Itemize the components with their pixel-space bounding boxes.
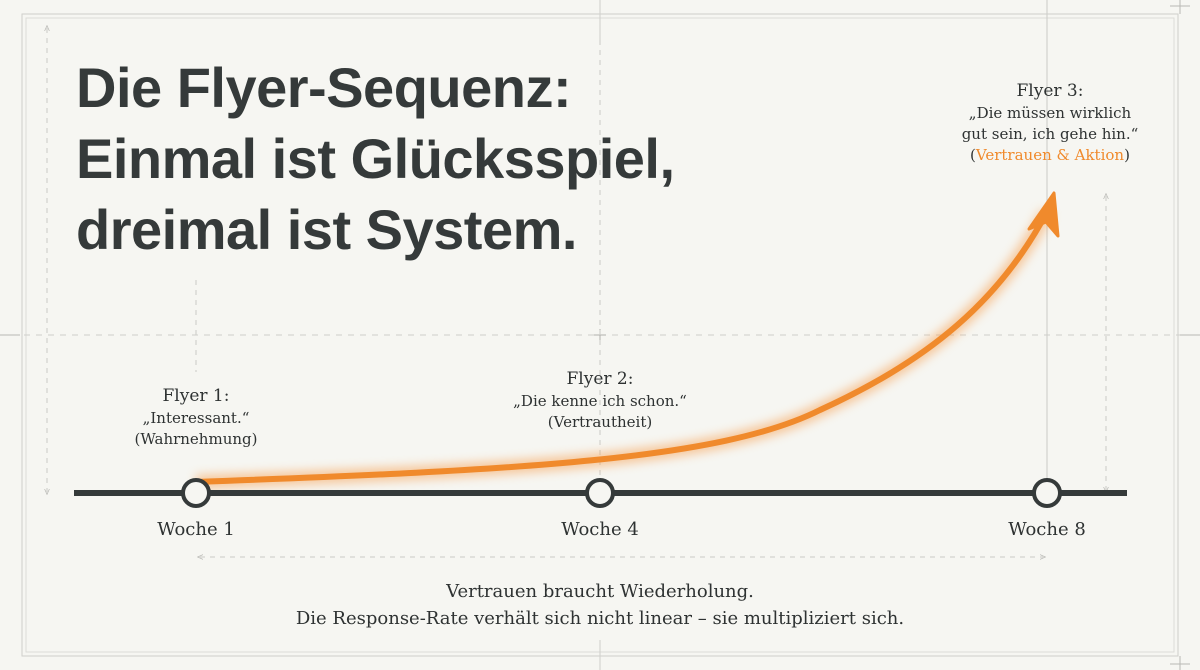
week-label-1: Woche 1 [157,519,235,540]
flyer-3-note: (Vertrauen & Aktion) [930,145,1170,166]
flyer-3-label: Flyer 3: „Die müssen wirklich gut sein, … [930,80,1170,166]
flyer-1-quote: „Interessant.“ [142,409,250,427]
flyer-3-quote-line-1: „Die müssen wirklich [968,104,1132,122]
growth-arrow-line [193,209,1050,485]
week-label-4: Woche 4 [561,519,639,540]
milestone-marker-week1 [181,478,211,508]
flyer-3-heading: Flyer 3: [1016,81,1084,101]
vertical-guides [47,0,1106,557]
flyer-2-label: Flyer 2: „Die kenne ich schon.“ (Vertrau… [470,368,730,433]
milestone-marker-week8 [1032,478,1062,508]
timeline [74,478,1127,508]
flyer-2-quote: „Die kenne ich schon.“ [513,392,687,410]
caption: Vertrauen braucht Wiederholung. Die Resp… [0,578,1200,632]
page-title: Die Flyer-Sequenz: Einmal ist Glücksspie… [76,52,956,265]
milestone-marker-week4 [585,478,615,508]
flyer-1-note: (Wahrnehmung) [134,430,258,448]
growth-arrow [193,191,1060,489]
flyer-1-heading: Flyer 1: [162,386,230,406]
flyer-2-heading: Flyer 2: [566,369,634,389]
week-label-8: Woche 8 [1008,519,1086,540]
title-line-1: Die Flyer-Sequenz: [76,56,572,119]
flyer-3-note-close: ) [1124,146,1130,164]
caption-line-2: Die Response-Rate verhält sich nicht lin… [295,608,905,629]
flyer-3-note-open: ( [970,146,976,164]
title-line-3: dreimal ist System. [76,198,577,261]
caption-line-1: Vertrauen braucht Wiederholung. [446,581,754,602]
flyer-3-quote-line-2: gut sein, ich gehe hin.“ [961,125,1139,143]
flyer-2-note: (Vertrautheit) [547,413,653,431]
flyer-3-note-highlight: Vertrauen & Aktion [975,146,1125,164]
title-line-2: Einmal ist Glücksspiel, [76,127,675,190]
flyer-1-label: Flyer 1: „Interessant.“ (Wahrnehmung) [96,385,296,450]
arrow-head-icon [1027,191,1060,238]
